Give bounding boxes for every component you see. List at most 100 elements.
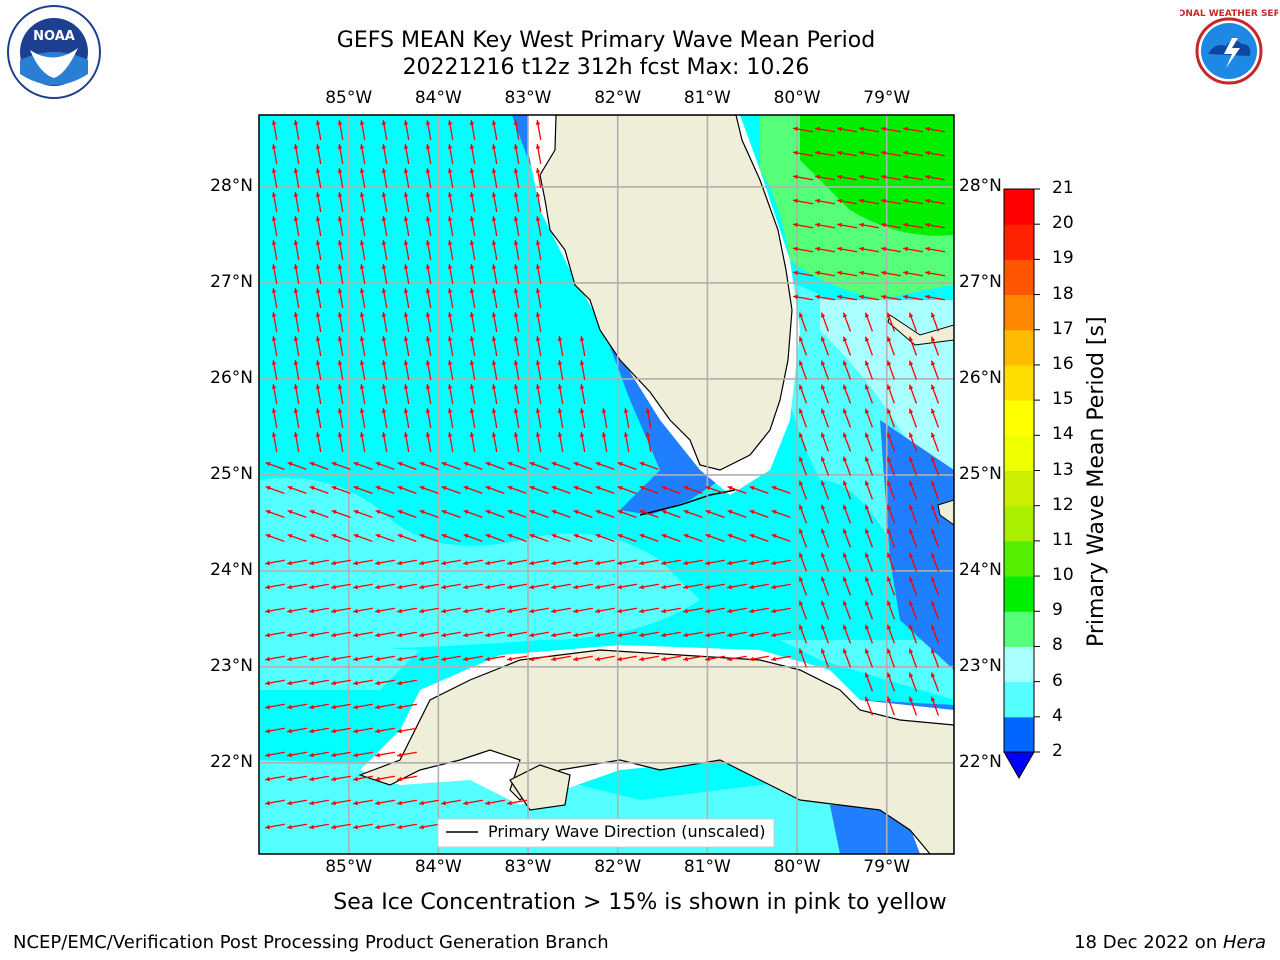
- wave-direction-arrowhead: [617, 584, 622, 590]
- wave-direction-arrowhead: [271, 264, 277, 269]
- wave-direction-arrowhead: [551, 560, 556, 566]
- lon-label-bottom: 80°W: [773, 857, 821, 877]
- wave-direction-arrowhead: [375, 632, 380, 638]
- wave-direction-arrowhead: [908, 408, 914, 414]
- wave-direction-arrowhead: [287, 680, 292, 686]
- wave-direction-arrowhead: [535, 336, 541, 341]
- wave-direction-arrowhead: [595, 461, 601, 467]
- wave-direction-arrowhead: [353, 584, 358, 590]
- wave-direction-arrowhead: [930, 408, 936, 414]
- lon-label-bottom: 85°W: [325, 857, 373, 877]
- wave-direction-arrowhead: [881, 198, 886, 204]
- wave-direction-arrowhead: [485, 533, 491, 539]
- wave-direction-arrowhead: [359, 360, 365, 365]
- wave-direction-arrowhead: [491, 312, 497, 317]
- wave-direction-arrowhead: [529, 509, 535, 515]
- wave-direction-arrowhead: [271, 144, 277, 149]
- wave-direction-arrowhead: [491, 240, 497, 245]
- wave-direction-arrowhead: [820, 360, 826, 366]
- wave-direction-arrowhead: [359, 384, 365, 389]
- wave-direction-arrowhead: [727, 509, 733, 515]
- wave-direction-arrowhead: [617, 560, 622, 566]
- wave-direction-arrowhead: [397, 560, 402, 566]
- wave-direction-arrowhead: [507, 560, 512, 566]
- wave-direction-arrowhead: [930, 696, 936, 702]
- wave-direction-arrowhead: [309, 752, 314, 758]
- sea-ice-caption: Sea Ice Concentration > 15% is shown in …: [333, 890, 947, 915]
- wave-direction-arrowhead: [293, 408, 299, 413]
- wave-direction-arrowhead: [513, 288, 519, 293]
- wave-direction-arrowhead: [886, 360, 892, 366]
- wave-direction-arrowhead: [337, 216, 343, 221]
- wave-direction-arrowhead: [749, 533, 755, 539]
- wave-direction-arrowhead: [287, 728, 292, 734]
- wave-direction-arrowhead: [507, 461, 513, 467]
- wave-direction-arrowhead: [397, 632, 402, 638]
- wave-direction-arrowhead: [886, 576, 892, 582]
- wave-direction-arrowhead: [469, 192, 475, 197]
- colorbar-segment: [1004, 294, 1034, 331]
- wave-direction-arrowhead: [820, 336, 826, 342]
- wave-direction-arrowhead: [265, 461, 271, 467]
- wave-direction-arrowhead: [864, 528, 870, 534]
- wave-direction-arrowhead: [397, 533, 403, 539]
- wave-direction-arrowhead: [359, 192, 365, 197]
- wave-direction-arrowhead: [864, 648, 870, 654]
- wave-direction-arrowhead: [930, 552, 936, 558]
- wave-direction-arrowhead: [441, 608, 446, 614]
- wave-direction-arrowhead: [639, 461, 645, 467]
- wave-direction-arrowhead: [705, 533, 711, 539]
- wave-direction-arrowhead: [309, 776, 314, 782]
- wave-direction-arrowhead: [287, 656, 292, 662]
- wave-direction-arrowhead: [513, 264, 519, 269]
- wave-direction-arrowhead: [425, 264, 431, 269]
- wave-direction-arrowhead: [859, 198, 864, 204]
- wave-direction-arrowhead: [617, 656, 622, 662]
- wave-direction-arrowhead: [447, 120, 453, 125]
- wave-direction-arrowhead: [859, 294, 864, 300]
- wave-direction-arrowhead: [705, 608, 710, 614]
- colorbar-under-triangle: [1003, 751, 1035, 780]
- colorbar-tick-label: 21: [1052, 178, 1074, 198]
- wave-direction-arrowhead: [491, 168, 497, 173]
- wave-direction-arrowhead: [798, 456, 804, 462]
- wave-direction-arrowhead: [425, 384, 431, 389]
- wave-direction-arrowhead: [375, 485, 381, 491]
- wave-direction-arrowhead: [403, 432, 409, 437]
- wave-direction-arrowhead: [353, 656, 358, 662]
- wave-direction-arrowhead: [381, 360, 387, 365]
- wave-direction-arrowhead: [573, 485, 579, 491]
- wave-direction-arrowhead: [309, 680, 314, 686]
- wave-direction-arrowhead: [859, 222, 864, 228]
- wave-direction-arrowhead: [930, 504, 936, 510]
- wave-direction-arrowhead: [463, 533, 469, 539]
- wave-direction-arrowhead: [837, 246, 842, 252]
- wave-direction-arrowhead: [579, 336, 585, 341]
- wave-direction-arrowhead: [930, 576, 936, 582]
- wave-direction-arrowhead: [403, 384, 409, 389]
- wave-direction-arrowhead: [463, 584, 468, 590]
- wave-direction-arrowhead: [820, 648, 826, 654]
- wave-direction-arrowhead: [397, 584, 402, 590]
- wave-direction-arrowhead: [287, 461, 293, 467]
- wave-direction-arrowhead: [265, 776, 270, 782]
- wave-direction-arrowhead: [425, 240, 431, 245]
- wave-direction-arrowhead: [551, 533, 557, 539]
- wave-direction-arrowhead: [265, 632, 270, 638]
- wave-direction-arrowhead: [265, 704, 270, 710]
- colorbar-segment: [1004, 540, 1034, 577]
- wave-direction-arrowhead: [859, 126, 864, 132]
- wave-direction-arrowhead: [595, 584, 600, 590]
- wave-direction-arrowhead: [837, 270, 842, 276]
- wave-direction-arrowhead: [337, 312, 343, 317]
- wave-direction-arrowhead: [573, 608, 578, 614]
- wave-direction-arrowhead: [639, 584, 644, 590]
- wave-direction-arrowhead: [485, 632, 490, 638]
- wave-direction-arrowhead: [309, 728, 314, 734]
- wave-direction-arrowhead: [469, 312, 475, 317]
- wave-direction-arrowhead: [507, 584, 512, 590]
- wave-direction-arrowhead: [551, 632, 556, 638]
- wave-direction-arrowhead: [705, 632, 710, 638]
- wave-direction-arrowhead: [315, 288, 321, 293]
- wave-direction-arrowhead: [535, 216, 541, 221]
